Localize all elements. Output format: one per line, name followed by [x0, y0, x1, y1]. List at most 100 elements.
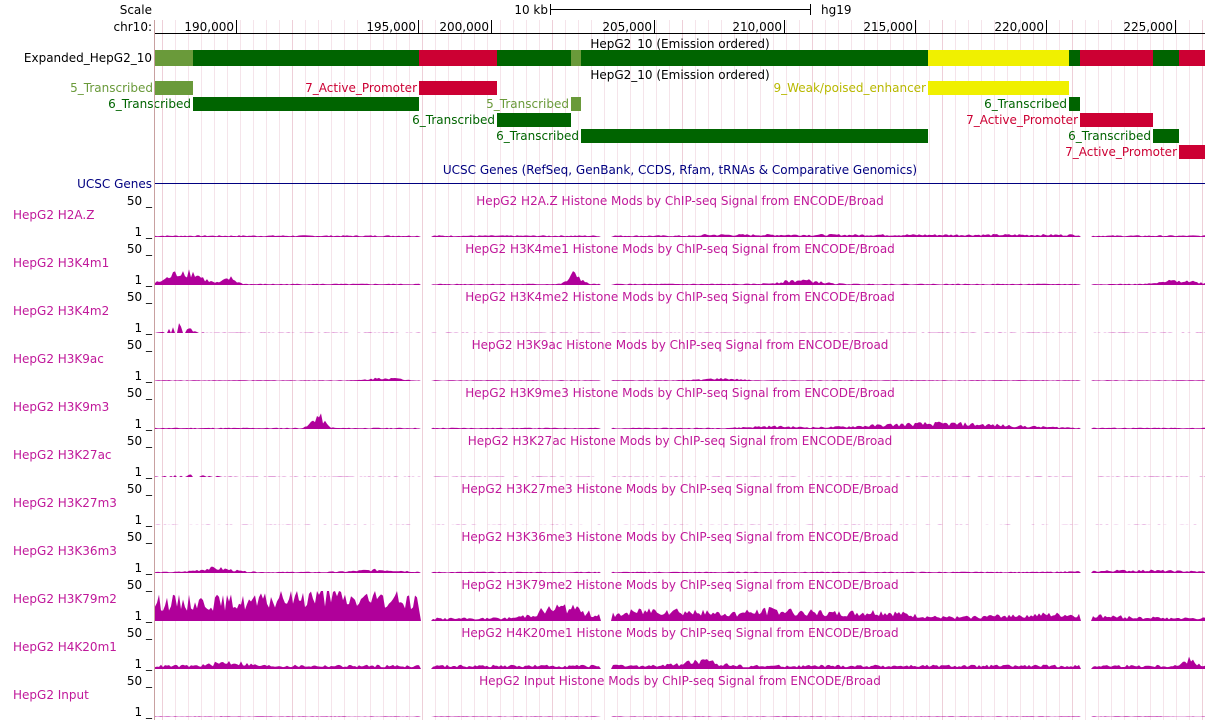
genes-track-label[interactable]: UCSC Genes [77, 177, 152, 191]
ruler-tick-mark [1175, 20, 1176, 33]
hmm-item-block[interactable] [155, 81, 193, 95]
hmm-dense-segment[interactable] [1179, 50, 1205, 66]
grid-line [1150, 20, 1151, 720]
signal-graph[interactable] [155, 254, 1205, 286]
signal-axis-max: 50 _ [126, 674, 152, 688]
hmm-item-block[interactable] [928, 81, 1069, 95]
signal-track-label[interactable]: HepG2 H2A.Z [13, 208, 95, 222]
signal-graph[interactable] [155, 302, 1205, 334]
signal-graph[interactable] [155, 686, 1205, 718]
signal-graph[interactable] [155, 494, 1205, 526]
grid-line [435, 20, 436, 720]
hmm-dense-segment[interactable] [155, 50, 193, 66]
signal-track-label[interactable]: HepG2 H3K79m2 [13, 592, 117, 606]
signal-track-label[interactable]: HepG2 H3K9ac [13, 352, 104, 366]
signal-track-label[interactable]: HepG2 H3K4m2 [13, 304, 110, 318]
signal-graph[interactable] [155, 398, 1205, 430]
grid-line [799, 20, 800, 720]
grid-line [357, 20, 358, 720]
signal-track-label[interactable]: HepG2 H3K27ac [13, 448, 112, 462]
hmm-dense-segment[interactable] [1080, 50, 1153, 66]
grid-line [1007, 20, 1008, 720]
hmm-item-block[interactable] [1179, 145, 1205, 159]
ruler-axis [155, 33, 1205, 34]
hmm-item-label: 6_Transcribed [1068, 129, 1151, 143]
ruler-tick-mark [654, 20, 655, 33]
hmm-track-label[interactable]: Expanded_HepG2_10 [23, 51, 152, 65]
grid-line [383, 20, 384, 720]
genes-track-title: UCSC Genes (RefSeq, GenBank, CCDS, Rfam,… [442, 163, 918, 177]
hmm-item-label: 6_Transcribed [412, 113, 495, 127]
signal-graph[interactable] [155, 206, 1205, 238]
hmm-dense-segment[interactable] [193, 50, 419, 66]
signal-axis-max: 50 _ [126, 242, 152, 256]
hmm-item-label: 6_Transcribed [496, 129, 579, 143]
grid-line [344, 20, 345, 720]
hmm-dense-segment[interactable] [419, 50, 497, 66]
signal-track-label[interactable]: HepG2 Input [13, 688, 89, 702]
grid-line [955, 20, 956, 720]
grid-line [552, 20, 553, 720]
hmm-dense-segment[interactable] [1153, 50, 1179, 66]
hmm-item-block[interactable] [1080, 113, 1153, 127]
grid-line [201, 20, 202, 720]
grid-line [643, 20, 644, 720]
signal-area [155, 716, 1205, 717]
hmm-dense-segment[interactable] [571, 50, 581, 66]
ruler-tick-label: 220,000 [994, 20, 1044, 34]
grid-line [1137, 20, 1138, 720]
hmm-item-block[interactable] [1153, 129, 1179, 143]
grid-line [994, 20, 995, 720]
signal-track-label[interactable]: HepG2 H3K4m1 [13, 256, 110, 270]
signal-track-title: HepG2 H3K4me2 Histone Mods by ChIP-seq S… [465, 290, 895, 304]
signal-axis-min: 1 _ [134, 465, 152, 479]
hmm-dense-segment[interactable] [581, 50, 928, 66]
signal-graph[interactable] [155, 350, 1205, 382]
grid-line [591, 20, 592, 720]
signal-axis-max: 50 _ [126, 578, 152, 592]
ruler-tick-label: 190,000 [184, 20, 234, 34]
grid-line [396, 20, 397, 720]
grid-line [656, 20, 657, 720]
grid-line [1046, 20, 1047, 720]
signal-track-title: HepG2 H3K27me3 Histone Mods by ChIP-seq … [461, 482, 899, 496]
signal-track-title: HepG2 H3K4me1 Histone Mods by ChIP-seq S… [465, 242, 895, 256]
grid-line [292, 20, 293, 720]
hmm-item-block[interactable] [581, 129, 928, 143]
signal-axis-max: 50 _ [126, 194, 152, 208]
grid-line [838, 20, 839, 720]
signal-track-title: HepG2 H2A.Z Histone Mods by ChIP-seq Sig… [476, 194, 884, 208]
signal-track-title: HepG2 H3K27ac Histone Mods by ChIP-seq S… [467, 434, 893, 448]
signal-track-title: HepG2 Input Histone Mods by ChIP-seq Sig… [479, 674, 881, 688]
signal-area [155, 591, 1205, 621]
signal-graph[interactable] [155, 638, 1205, 670]
grid-line [227, 20, 228, 720]
grid-line [968, 20, 969, 720]
signal-graph[interactable] [155, 542, 1205, 574]
grid-line [604, 20, 605, 720]
hmm-dense-segment[interactable] [497, 50, 571, 66]
hmm-item-block[interactable] [193, 97, 419, 111]
hmm-item-block[interactable] [1069, 97, 1080, 111]
signal-axis-max: 50 _ [126, 626, 152, 640]
grid-line [1072, 20, 1073, 720]
signal-graph[interactable] [155, 446, 1205, 478]
hmm-item-block[interactable] [497, 113, 571, 127]
signal-track-label[interactable]: HepG2 H3K36m3 [13, 544, 117, 558]
signal-track-label[interactable]: HepG2 H4K20m1 [13, 640, 117, 654]
grid-line [253, 20, 254, 720]
genes-track-line [155, 183, 1205, 184]
signal-track-label[interactable]: HepG2 H3K9m3 [13, 400, 110, 414]
ruler-tick-mark [915, 20, 916, 33]
grid-line [812, 20, 813, 720]
scale-bar-right-tick [810, 4, 811, 15]
grid-line [487, 20, 488, 720]
hmm-item-block[interactable] [419, 81, 497, 95]
signal-axis-max: 50 _ [126, 434, 152, 448]
hmm-dense-segment[interactable] [928, 50, 1069, 66]
signal-axis-min: 1 _ [134, 225, 152, 239]
hmm-dense-segment[interactable] [1069, 50, 1080, 66]
signal-graph[interactable] [155, 590, 1205, 622]
hmm-item-block[interactable] [571, 97, 581, 111]
signal-track-label[interactable]: HepG2 H3K27m3 [13, 496, 117, 510]
